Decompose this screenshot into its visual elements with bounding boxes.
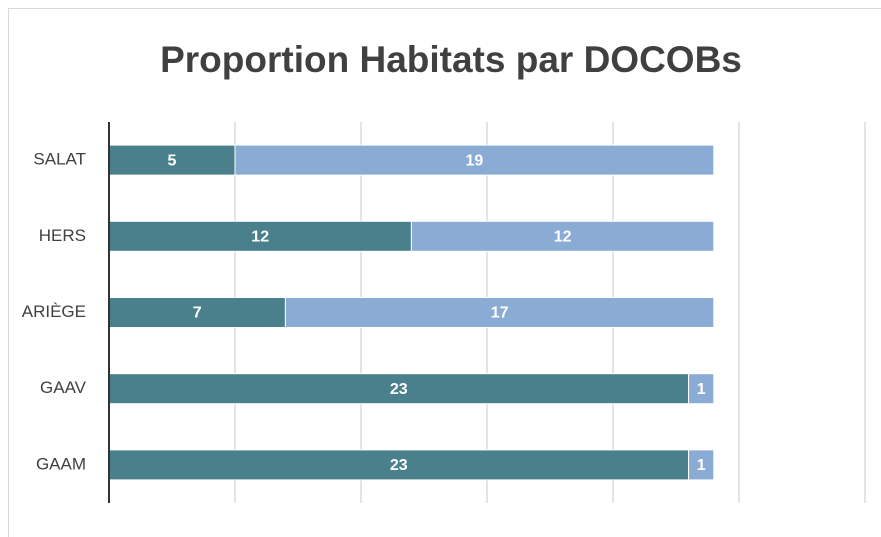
bar [108,297,286,328]
chart-title: Proportion Habitats par DOCOBs [160,39,742,80]
y-tick-label: ARIÈGE [22,302,86,321]
data-label: 5 [168,152,177,169]
data-label: 17 [491,305,509,322]
bar [234,144,715,176]
data-label: 1 [697,381,706,398]
data-label: 7 [193,305,202,322]
data-label: 19 [466,152,484,169]
data-label: 1 [697,457,706,474]
y-tick-label: SALAT [33,150,86,169]
y-tick-label: HERS [39,226,86,245]
data-label: 23 [390,381,408,398]
data-label: 12 [251,229,269,246]
bar [108,449,690,481]
data-label: 23 [390,457,408,474]
bar [688,449,715,481]
bar [284,297,715,328]
data-label: 12 [554,229,572,246]
y-tick-label: GAAV [40,378,87,397]
bar [688,373,715,405]
bar [410,220,715,252]
chart-border [8,8,881,537]
bar [108,373,690,405]
y-tick-label: GAAM [36,454,86,473]
